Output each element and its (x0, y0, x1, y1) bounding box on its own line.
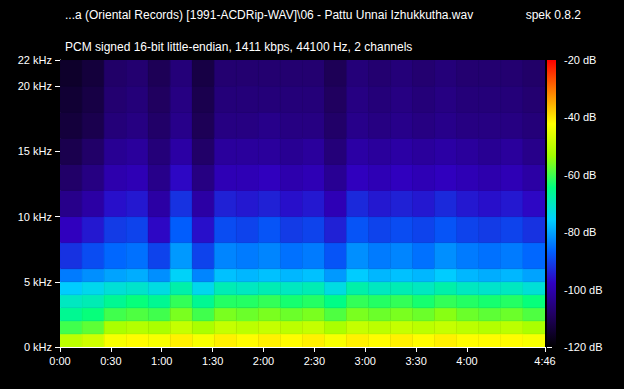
svg-text:spek 0.8.2: spek 0.8.2 (526, 8, 582, 22)
svg-text:-80 dB: -80 dB (564, 226, 596, 238)
svg-text:20 kHz: 20 kHz (18, 80, 52, 92)
svg-text:-100 dB: -100 dB (564, 284, 603, 296)
svg-text:PCM signed 16-bit little-endia: PCM signed 16-bit little-endian, 1411 kb… (65, 40, 412, 54)
svg-text:3:00: 3:00 (355, 355, 376, 367)
svg-text:0:00: 0:00 (49, 355, 70, 367)
svg-text:0 kHz: 0 kHz (24, 341, 52, 353)
svg-text:2:30: 2:30 (304, 355, 325, 367)
svg-text:-120 dB: -120 dB (564, 341, 603, 353)
svg-text:4:00: 4:00 (456, 355, 477, 367)
svg-text:10 kHz: 10 kHz (18, 211, 52, 223)
svg-text:-20 dB: -20 dB (564, 54, 596, 66)
svg-text:-40 dB: -40 dB (564, 111, 596, 123)
svg-text:5 kHz: 5 kHz (24, 276, 52, 288)
svg-text:1:00: 1:00 (151, 355, 172, 367)
svg-text:15 kHz: 15 kHz (18, 145, 52, 157)
svg-text:-60 dB: -60 dB (564, 169, 596, 181)
svg-text:0:30: 0:30 (100, 355, 121, 367)
svg-text:3:30: 3:30 (405, 355, 426, 367)
svg-text:22 kHz: 22 kHz (18, 54, 52, 66)
svg-text:2:00: 2:00 (253, 355, 274, 367)
svg-text:4:46: 4:46 (534, 355, 555, 367)
svg-text:1:30: 1:30 (202, 355, 223, 367)
svg-text:...a (Oriental Records) [1991-: ...a (Oriental Records) [1991-ACDRip-WAV… (65, 8, 473, 22)
